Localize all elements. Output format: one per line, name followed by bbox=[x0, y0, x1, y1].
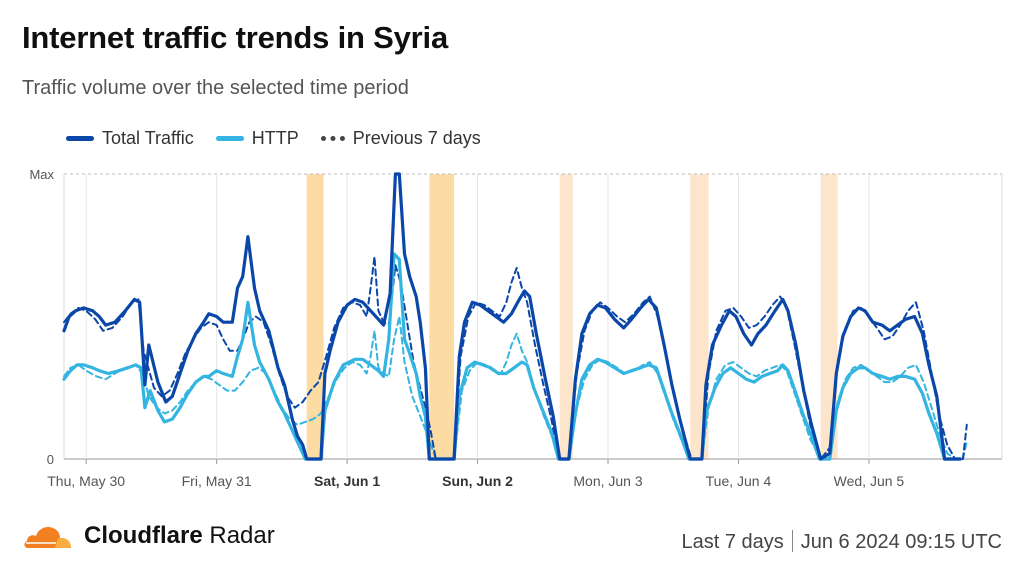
generated-timestamp: Jun 6 2024 09:15 UTC bbox=[800, 531, 1002, 553]
legend-item-total-traffic[interactable]: Total Traffic bbox=[66, 128, 194, 149]
cloudflare-radar-logo[interactable]: Cloudflare Radar bbox=[22, 522, 275, 550]
x-tick-label: Fri, May 31 bbox=[182, 473, 252, 489]
legend-label-total-traffic: Total Traffic bbox=[102, 128, 194, 148]
x-tick-label: Thu, May 30 bbox=[47, 473, 125, 489]
y-tick-label: Max bbox=[29, 167, 54, 182]
brand-name-bold: Cloudflare bbox=[84, 522, 203, 549]
legend-item-previous-7-days[interactable]: Previous 7 days bbox=[320, 128, 481, 149]
highlight-band-4 bbox=[820, 174, 838, 459]
date-range-info: Last 7 days Jun 6 2024 09:15 UTC bbox=[681, 530, 1002, 554]
legend-label-http: HTTP bbox=[251, 128, 299, 148]
cloudflare-cloud-icon bbox=[24, 526, 71, 548]
highlight-band-2 bbox=[559, 174, 573, 459]
series-line-http bbox=[62, 252, 962, 461]
brand-name: Cloudflare Radar bbox=[84, 522, 275, 550]
series-line-total-traffic bbox=[62, 172, 962, 461]
legend-swatch-previous-7-days bbox=[320, 136, 345, 141]
x-tick-label: Wed, Jun 5 bbox=[834, 473, 905, 489]
traffic-chart: Thu, May 30 Fri, May 31 Sat, Jun 1 Sun, Jun… bbox=[29, 167, 1003, 489]
page-title: Internet traffic trends in Syria bbox=[22, 20, 448, 55]
highlight-band-1 bbox=[429, 174, 455, 459]
x-tick-label: Sun, Jun 2 bbox=[442, 473, 513, 489]
date-range-label: Last 7 days bbox=[681, 531, 784, 553]
y-tick-label: 0 bbox=[47, 452, 54, 467]
x-tick-label: Tue, Jun 4 bbox=[706, 473, 772, 489]
legend-label-previous-7-days: Previous 7 days bbox=[352, 128, 481, 148]
x-tick-label: Sat, Jun 1 bbox=[314, 473, 380, 489]
legend-swatch-http bbox=[215, 136, 244, 141]
page-subtitle: Traffic volume over the selected time pe… bbox=[22, 77, 409, 99]
divider bbox=[791, 530, 793, 552]
legend-item-http[interactable]: HTTP bbox=[215, 128, 299, 149]
legend-swatch-total-traffic bbox=[66, 136, 94, 141]
brand-name-light: Radar bbox=[209, 522, 275, 549]
x-tick-label: Mon, Jun 3 bbox=[573, 473, 642, 489]
highlight-band-0 bbox=[306, 174, 324, 459]
chart-legend: Total Traffic HTTP Previous 7 days bbox=[66, 128, 503, 149]
highlight-band-3 bbox=[690, 174, 709, 459]
